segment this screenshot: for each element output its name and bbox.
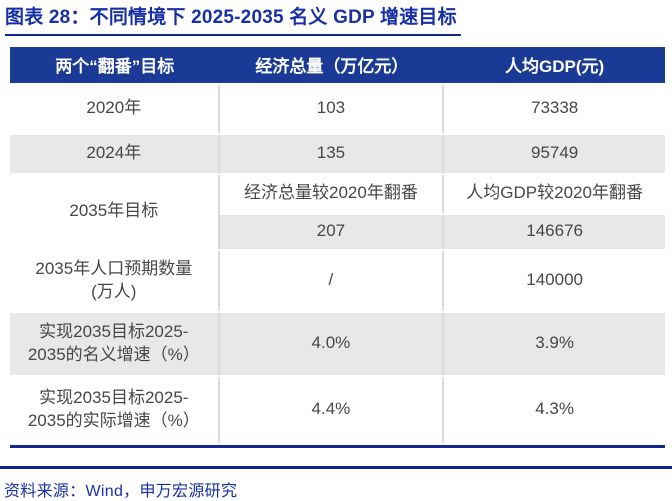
value-cell: 4.3% (444, 376, 665, 443)
table-row-2035-population: 2035年人口预期数量 (万人) / 140000 (10, 250, 665, 311)
footer-divider (0, 465, 672, 469)
value-cell: 140000 (444, 250, 665, 311)
row-label-cell: 实现2035目标2025- 2035的名义增速（%） (10, 312, 220, 375)
col-header-per-capita-gdp: 人均GDP(元) (444, 46, 665, 83)
source-note: 资料来源：Wind，申万宏源研究 (4, 482, 238, 500)
value-cell: 103 (219, 84, 445, 133)
value-cell: 4.0% (219, 312, 445, 375)
table-row-nominal-growth: 实现2035目标2025- 2035的名义增速（%） 4.0% 3.9% (10, 312, 665, 375)
row-label-cell: 2035年目标 (10, 174, 220, 249)
row-label-cell: 2020年 (10, 84, 220, 133)
table-row-2020: 2020年 103 73338 (10, 84, 665, 133)
row-label-cell: 2035年人口预期数量 (万人) (10, 250, 220, 311)
row-label-cell: 2024年 (10, 134, 220, 173)
table-header-row: 两个“翻番”目标 经济总量（万亿元） 人均GDP(元) (10, 46, 665, 83)
value-cell: 经济总量较2020年翻番 (219, 174, 445, 213)
table-row-2024: 2024年 135 95749 (10, 134, 665, 173)
gdp-targets-table-container: 两个“翻番”目标 经济总量（万亿元） 人均GDP(元) 2020年 103 73… (10, 45, 665, 448)
value-cell: 73338 (444, 84, 665, 133)
figure-caption-row: 图表 28：不同情境下 2025-2035 名义 GDP 增速目标 (0, 0, 672, 36)
value-cell: 4.4% (219, 376, 445, 443)
figure-title: 图表 28：不同情境下 2025-2035 名义 GDP 增速目标 (5, 6, 461, 36)
value-cell: 207 (219, 214, 445, 249)
gdp-targets-table: 两个“翻番”目标 经济总量（万亿元） 人均GDP(元) 2020年 103 73… (10, 45, 665, 445)
value-cell: 人均GDP较2020年翻番 (444, 174, 665, 213)
col-header-doubling-targets: 两个“翻番”目标 (10, 46, 220, 83)
value-cell: 135 (219, 134, 445, 173)
row-label-cell: 实现2035目标2025- 2035的实际增速（%） (10, 376, 220, 443)
value-cell: 3.9% (444, 312, 665, 375)
value-cell: / (219, 250, 445, 311)
table-row-2035-target-values: 207 146676 (10, 214, 665, 249)
table-row-2035-target: 2035年目标 经济总量较2020年翻番 人均GDP较2020年翻番 (10, 174, 665, 249)
table-row-real-growth: 实现2035目标2025- 2035的实际增速（%） 4.4% 4.3% (10, 376, 665, 443)
value-cell: 95749 (444, 134, 665, 173)
col-header-total-gdp: 经济总量（万亿元） (219, 46, 445, 83)
value-cell: 146676 (444, 214, 665, 249)
